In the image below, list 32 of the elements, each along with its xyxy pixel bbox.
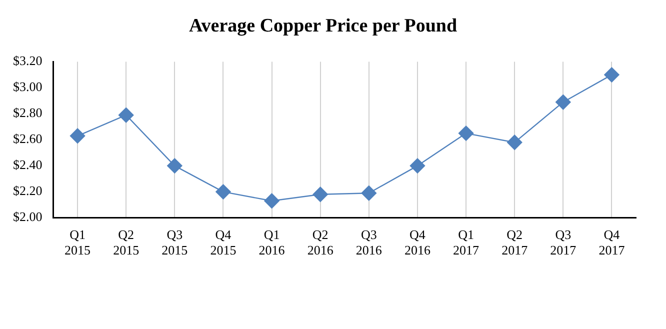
y-tick-label: $2.00 [13, 209, 42, 224]
point [167, 158, 182, 174]
x-tick-label: Q1 2016 [258, 227, 286, 258]
x-tick-label: Q2 2015 [113, 227, 140, 258]
point [604, 67, 620, 82]
point [458, 126, 474, 141]
x-tick-label: Q4 2017 [598, 227, 626, 258]
point [312, 186, 328, 202]
x-tick-label: Q1 2015 [64, 227, 91, 258]
x-tick-label: Q4 2015 [210, 227, 236, 258]
point [556, 94, 571, 110]
point [216, 184, 231, 200]
y-tick-label: $3.00 [13, 79, 42, 94]
x-tick-label: Q3 2016 [356, 227, 382, 258]
y-tick-label: $2.80 [13, 105, 42, 120]
y-tick-label: $3.20 [13, 53, 42, 68]
y-tick-label: $2.60 [13, 131, 42, 146]
point [70, 128, 86, 144]
point [410, 158, 426, 174]
point [506, 134, 522, 150]
chart-title: Average Copper Price per Pound [188, 15, 458, 36]
point [118, 108, 134, 123]
x-tick-label: Q2 2016 [307, 227, 334, 258]
y-tick-label: $2.20 [13, 183, 42, 198]
x-tick-label: Q1 2017 [453, 227, 480, 258]
x-tick-label: Q3 2015 [162, 227, 188, 258]
x-tick-label: Q3 2017 [550, 227, 577, 258]
point [264, 193, 280, 208]
y-tick-label: $2.40 [13, 157, 42, 172]
point [361, 186, 377, 201]
x-tick-label: Q4 2016 [404, 227, 431, 258]
x-tick-label: Q2 2017 [502, 227, 528, 258]
